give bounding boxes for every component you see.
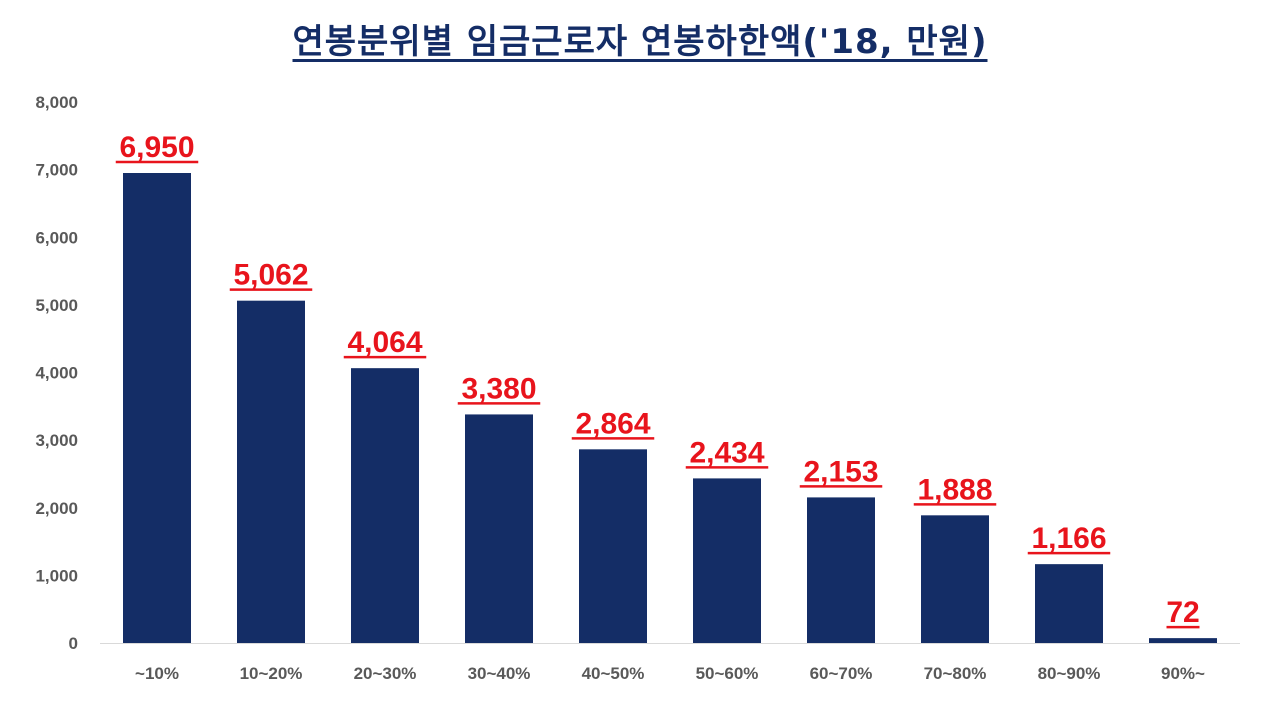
data-label: 2,434 (689, 436, 764, 469)
x-tick-label: 80~90% (1038, 664, 1101, 683)
y-tick-label: 8,000 (35, 93, 78, 112)
data-label: 3,380 (461, 372, 536, 405)
x-tick-label: 30~40% (468, 664, 531, 683)
bar (123, 173, 191, 643)
bar (237, 300, 305, 643)
x-tick-label: 60~70% (810, 664, 873, 683)
data-label: 2,153 (803, 455, 878, 488)
x-tick-label: ~10% (135, 664, 179, 683)
data-label: 1,166 (1031, 522, 1106, 555)
y-tick-label: 6,000 (35, 228, 78, 247)
x-tick-label: 40~50% (582, 664, 645, 683)
y-tick-label: 1,000 (35, 566, 78, 585)
data-label: 2,864 (575, 407, 650, 440)
bar (1149, 638, 1217, 643)
chart-title: 연봉분위별 임금근로자 연봉하한액('18, 만원) (292, 22, 988, 62)
bar (693, 478, 761, 643)
bar (921, 515, 989, 643)
y-tick-label: 3,000 (35, 431, 78, 450)
x-tick-label: 10~20% (240, 664, 303, 683)
y-tick-label: 7,000 (35, 161, 78, 180)
bar (351, 368, 419, 643)
bar (465, 414, 533, 643)
data-label: 4,064 (347, 326, 422, 359)
x-tick-label: 70~80% (924, 664, 987, 683)
y-tick-label: 4,000 (35, 364, 78, 383)
y-tick-label: 2,000 (35, 499, 78, 518)
data-label: 72 (1166, 596, 1199, 629)
x-tick-label: 90%~ (1161, 664, 1205, 683)
bar (579, 449, 647, 643)
data-label: 1,888 (917, 473, 992, 506)
y-tick-label: 5,000 (35, 296, 78, 315)
x-tick-label: 50~60% (696, 664, 759, 683)
bar (807, 497, 875, 643)
data-label: 6,950 (119, 131, 194, 164)
x-tick-label: 20~30% (354, 664, 417, 683)
bar (1035, 564, 1103, 643)
data-label: 5,062 (233, 259, 308, 292)
y-tick-label: 0 (69, 634, 78, 653)
